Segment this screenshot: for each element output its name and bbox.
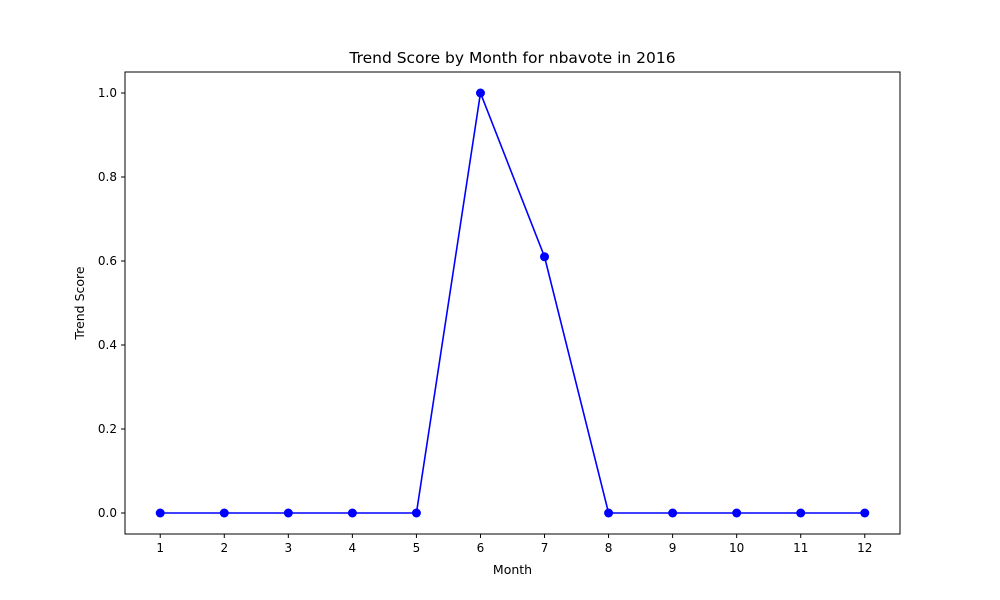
- x-tick-label: 9: [669, 541, 677, 555]
- data-point: [796, 508, 806, 518]
- x-tick-label: 7: [541, 541, 549, 555]
- x-tick-label: 2: [220, 541, 228, 555]
- data-point: [475, 88, 485, 98]
- y-tick-label: 0.0: [98, 506, 117, 520]
- y-axis-label: Trend Score: [72, 266, 87, 341]
- data-point: [347, 508, 357, 518]
- data-point: [411, 508, 421, 518]
- data-point: [155, 508, 165, 518]
- x-tick-label: 12: [857, 541, 872, 555]
- data-point: [732, 508, 742, 518]
- x-tick-label: 1: [156, 541, 164, 555]
- x-tick-label: 11: [793, 541, 808, 555]
- y-tick-label: 0.2: [98, 422, 117, 436]
- y-axis-ticks: 0.0 0.2 0.4 0.6 0.8 1.0: [98, 86, 125, 520]
- data-point: [283, 508, 293, 518]
- data-point: [668, 508, 678, 518]
- x-tick-label: 4: [349, 541, 357, 555]
- data-point: [860, 508, 870, 518]
- x-axis-label: Month: [493, 562, 532, 577]
- x-tick-label: 5: [413, 541, 421, 555]
- chart-title: Trend Score by Month for nbavote in 2016: [348, 49, 675, 67]
- y-tick-label: 0.6: [98, 254, 117, 268]
- x-tick-label: 3: [285, 541, 293, 555]
- series-layer: [155, 88, 870, 518]
- data-point: [540, 252, 550, 262]
- y-tick-label: 0.4: [98, 338, 117, 352]
- y-tick-label: 1.0: [98, 86, 117, 100]
- x-tick-label: 6: [477, 541, 485, 555]
- x-tick-label: 8: [605, 541, 613, 555]
- x-axis-ticks: 1 2 3 4 5 6 7 8 9 10 11 12: [156, 534, 872, 555]
- x-tick-label: 10: [729, 541, 744, 555]
- data-point: [604, 508, 614, 518]
- y-tick-label: 0.8: [98, 170, 117, 184]
- data-point: [219, 508, 229, 518]
- series-line: [160, 89, 865, 514]
- plot-area-frame: [124, 71, 901, 535]
